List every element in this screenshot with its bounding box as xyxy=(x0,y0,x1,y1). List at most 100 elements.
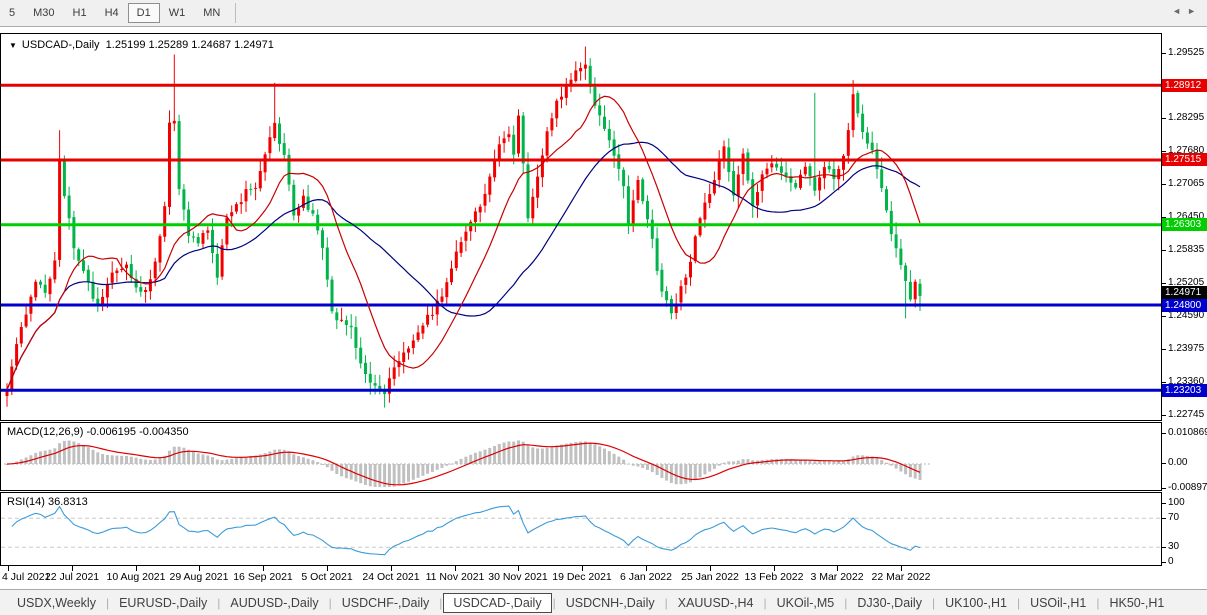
macd-tick-mark xyxy=(1162,488,1166,489)
date-tick-mark xyxy=(391,566,392,571)
rsi-tick-mark xyxy=(1162,503,1166,504)
timeframe-button-5[interactable]: 5 xyxy=(9,7,16,19)
date-label: 11 Nov 2021 xyxy=(425,571,485,583)
rsi-tick-label: 70 xyxy=(1168,512,1180,523)
date-label: 3 Mar 2022 xyxy=(810,571,864,583)
tab-separator: | xyxy=(664,595,668,610)
tab-usdcad-daily[interactable]: USDCAD-,Daily xyxy=(443,592,552,613)
tab-scroll-right-icon[interactable]: ► xyxy=(1187,6,1202,16)
tab-separator: | xyxy=(844,595,848,610)
tab-scroll-left-icon[interactable]: ◄ xyxy=(1172,6,1188,16)
date-tick-mark xyxy=(582,566,583,571)
price-tick-label: 1.23360 xyxy=(1168,376,1205,387)
date-label: 22 Jul 2021 xyxy=(44,571,100,583)
rsi-tick-mark xyxy=(1162,547,1166,548)
rsi-tick-mark xyxy=(1162,518,1166,519)
tab-separator: | xyxy=(328,595,332,610)
date-tick-mark xyxy=(518,566,519,571)
timeframe-button-h1[interactable]: H1 xyxy=(72,7,87,19)
rsi-tick-label: 0 xyxy=(1168,556,1174,567)
price-tick-mark xyxy=(1162,415,1166,416)
macd-tick-mark xyxy=(1162,433,1166,434)
chart-ohlc-values: 1.25199 1.25289 1.24687 1.24971 xyxy=(105,39,274,51)
chart-title: ▼ USDCAD-,Daily 1.25199 1.25289 1.24687 1… xyxy=(9,39,274,51)
date-label: 10 Aug 2021 xyxy=(106,571,166,583)
tab-separator: | xyxy=(552,595,556,610)
timeframe-button-d1[interactable]: D1 xyxy=(127,3,160,23)
rsi-tick-label: 30 xyxy=(1168,541,1180,552)
macd-tick-label: -0.008974 xyxy=(1168,482,1207,493)
tab-audusd-daily[interactable]: AUDUSD-,Daily xyxy=(230,595,319,610)
macd-tick-label: 0.00 xyxy=(1168,457,1188,468)
date-label: 6 Jan 2022 xyxy=(620,571,672,583)
macd-values: -0.006195 -0.004350 xyxy=(86,426,189,438)
level-price-label: 1.27515 xyxy=(1162,153,1207,166)
price-tick-mark xyxy=(1162,382,1166,383)
date-label: 16 Sep 2021 xyxy=(233,571,293,583)
price-chart-canvas[interactable] xyxy=(1,34,1161,420)
timeframe-button-mn[interactable]: MN xyxy=(203,7,221,19)
date-tick-mark xyxy=(263,566,264,571)
level-price-label: 1.23203 xyxy=(1162,384,1207,397)
tab-xauusd-h4[interactable]: XAUUSD-,H4 xyxy=(677,595,754,610)
date-label: 13 Feb 2022 xyxy=(744,571,804,583)
price-tick-mark xyxy=(1162,184,1166,185)
date-tick-mark xyxy=(646,566,647,571)
macd-tick-mark xyxy=(1162,463,1166,464)
price-chart-panel[interactable]: ▼ USDCAD-,Daily 1.25199 1.25289 1.24687 1… xyxy=(0,33,1162,421)
price-tick-mark xyxy=(1162,283,1166,284)
tab-ukoil-m5[interactable]: UKOil-,M5 xyxy=(776,595,835,610)
tab-usdchf-daily[interactable]: USDCHF-,Daily xyxy=(341,595,430,610)
price-tick-label: 1.25835 xyxy=(1168,244,1205,255)
tab-separator: | xyxy=(1096,595,1100,610)
date-tick-mark xyxy=(72,566,73,571)
price-tick-mark xyxy=(1162,151,1166,152)
tab-separator: | xyxy=(105,595,110,610)
price-tick-mark xyxy=(1162,118,1166,119)
date-label: 30 Nov 2021 xyxy=(488,571,548,583)
tab-scroll-arrows[interactable]: ◄► xyxy=(1172,6,1202,16)
date-tick-mark xyxy=(837,566,838,571)
tab-separator: | xyxy=(763,595,767,610)
tab-eurusd-daily[interactable]: EURUSD-,Daily xyxy=(119,595,208,610)
price-tick-mark xyxy=(1162,53,1166,54)
date-label: 25 Jan 2022 xyxy=(681,571,739,583)
macd-label: MACD(12,26,9) -0.006195 -0.004350 xyxy=(7,426,189,438)
macd-panel[interactable]: MACD(12,26,9) -0.006195 -0.004350 xyxy=(0,422,1162,491)
date-label: 4 Jul 2021 xyxy=(2,571,51,583)
macd-canvas[interactable] xyxy=(1,423,1161,490)
timeframe-button-w1[interactable]: W1 xyxy=(168,7,186,19)
date-label: 29 Aug 2021 xyxy=(169,571,229,583)
date-label: 22 Mar 2022 xyxy=(871,571,931,583)
price-tick-label: 1.29525 xyxy=(1168,47,1205,58)
tab-dj30-daily[interactable]: DJ30-,Daily xyxy=(857,595,922,610)
date-tick-mark xyxy=(774,566,775,571)
macd-name: MACD(12,26,9) xyxy=(7,426,84,438)
date-label: 19 Dec 2021 xyxy=(552,571,612,583)
price-tick-mark xyxy=(1162,217,1166,218)
tab-separator: | xyxy=(1016,595,1021,610)
timeframe-button-m30[interactable]: M30 xyxy=(33,7,55,19)
date-tick-mark xyxy=(455,566,456,571)
timeframe-button-h4[interactable]: H4 xyxy=(104,7,119,19)
rsi-tick-label: 100 xyxy=(1168,497,1185,508)
window-bottom-edge xyxy=(0,589,1207,590)
rsi-value: 36.8313 xyxy=(47,496,88,508)
tab-usdcnh-daily[interactable]: USDCNH-,Daily xyxy=(565,595,655,610)
level-price-label: 1.26303 xyxy=(1162,218,1207,231)
tab-uk100-h1[interactable]: UK100-,H1 xyxy=(945,595,1007,610)
chart-dropdown-caret-icon[interactable]: ▼ xyxy=(9,41,17,50)
price-tick-label: 1.23975 xyxy=(1168,343,1205,354)
price-tick-label: 1.27065 xyxy=(1168,178,1205,189)
rsi-panel[interactable]: RSI(14) 36.8313 xyxy=(0,492,1162,566)
price-tick-label: 1.25205 xyxy=(1168,277,1205,288)
tab-hk50-h1[interactable]: HK50-,H1 xyxy=(1109,595,1165,610)
rsi-canvas[interactable] xyxy=(1,493,1161,565)
rsi-tick-mark xyxy=(1162,562,1166,563)
tab-usoil-h1[interactable]: USOil-,H1 xyxy=(1030,595,1087,610)
chart-symbol-period: USDCAD-,Daily xyxy=(21,39,100,51)
tab-usdx-weekly[interactable]: USDX,Weekly xyxy=(17,595,96,610)
tab-separator: | xyxy=(439,595,443,610)
date-tick-mark xyxy=(710,566,711,571)
current-price-label: 1.24971 xyxy=(1162,286,1207,299)
